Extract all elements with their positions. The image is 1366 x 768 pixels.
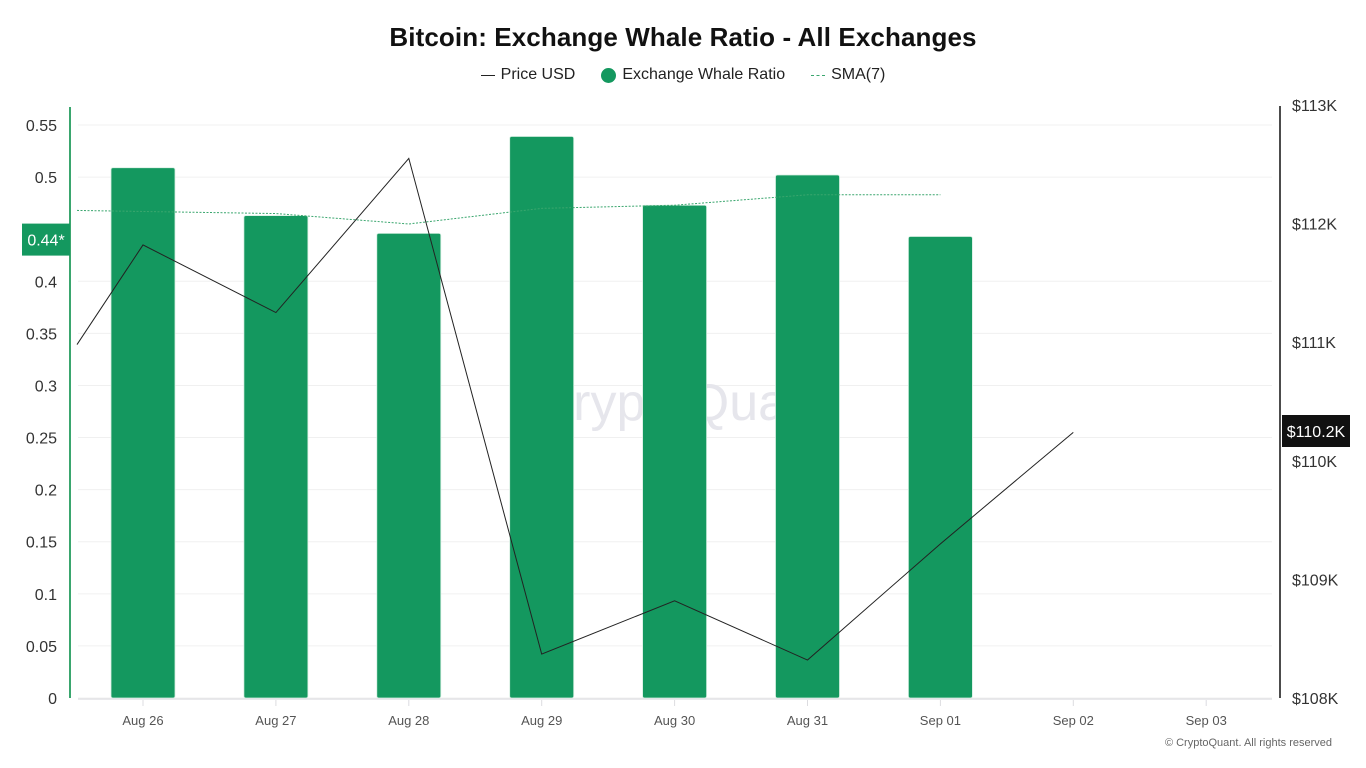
left-axis-tick-label: 0: [48, 691, 57, 708]
legend-label-whale-ratio: Exchange Whale Ratio: [622, 66, 786, 83]
x-axis-tick-label: Sep 03: [1186, 713, 1227, 728]
x-axis-tick-label: Aug 31: [787, 713, 828, 728]
legend-label-sma: SMA(7): [831, 66, 886, 83]
left-axis-tick-label: 0.35: [26, 326, 57, 343]
current-ratio-badge: [22, 223, 70, 256]
x-axis-tick-label: Aug 30: [654, 713, 695, 728]
right-axis-tick-label: $111K: [1292, 335, 1336, 352]
left-axis-tick-label: 0.1: [35, 587, 57, 604]
left-axis-tick-label: 0.5: [35, 170, 57, 187]
bar-aug-31[interactable]: [775, 174, 840, 699]
price-line[interactable]: [76, 157, 1074, 661]
legend-item-sma[interactable]: SMA(7): [811, 66, 885, 84]
right-axis-tick-label: $112K: [1292, 217, 1337, 234]
bar-aug-28[interactable]: [376, 232, 442, 699]
dashed-line-swatch-icon: [811, 74, 826, 76]
current-price-badge: [1282, 415, 1350, 447]
right-axis-tick-label: $109K: [1292, 572, 1339, 589]
sma-line[interactable]: [76, 194, 941, 225]
copyright-notice: © CryptoQuant. All rights reserved: [1164, 737, 1332, 749]
x-axis-tick-label: Sep 02: [1053, 713, 1094, 728]
legend-label-price: Price USD: [500, 66, 576, 83]
bar-aug-27[interactable]: [243, 215, 309, 699]
legend-item-whale-ratio[interactable]: Exchange Whale Ratio: [601, 66, 785, 84]
right-axis-tick-label: $110K: [1292, 454, 1337, 471]
chart-title: Bitcoin: Exchange Whale Ratio - All Exch…: [389, 22, 977, 52]
x-axis-tick-label: Aug 28: [388, 713, 429, 728]
dot-swatch-icon: [601, 67, 617, 83]
legend-item-price[interactable]: Price USD: [480, 66, 576, 84]
left-axis-tick-label: 0.25: [26, 431, 57, 448]
x-axis-tick-label: Aug 27: [255, 713, 296, 728]
current-price-label: $110.2K: [1287, 424, 1346, 441]
left-axis-tick-label: 0.55: [26, 118, 57, 135]
x-axis-tick-label: Aug 26: [122, 713, 163, 728]
x-axis-tick-label: Aug 29: [521, 713, 562, 728]
legend: Price USD Exchange Whale Ratio SMA(7): [0, 66, 1366, 84]
left-axis-tick-label: 0.4: [35, 274, 57, 291]
left-axis-tick-label: 0.05: [26, 639, 57, 656]
right-axis-tick-label: $113K: [1292, 98, 1337, 115]
line-swatch-icon: [480, 74, 495, 76]
x-axis-tick-label: Sep 01: [920, 713, 961, 728]
bar-aug-26[interactable]: [110, 167, 176, 699]
bar-aug-29[interactable]: [509, 136, 575, 699]
left-axis-tick-label: 0.3: [35, 378, 57, 395]
bar-aug-30[interactable]: [642, 204, 707, 699]
left-axis-tick-label: 0.2: [35, 483, 57, 500]
bar-sep-01[interactable]: [908, 236, 973, 699]
left-axis-tick-label: 0.15: [26, 535, 57, 552]
current-ratio-label: 0.44*: [27, 233, 64, 250]
right-axis-tick-label: $108K: [1292, 691, 1339, 708]
